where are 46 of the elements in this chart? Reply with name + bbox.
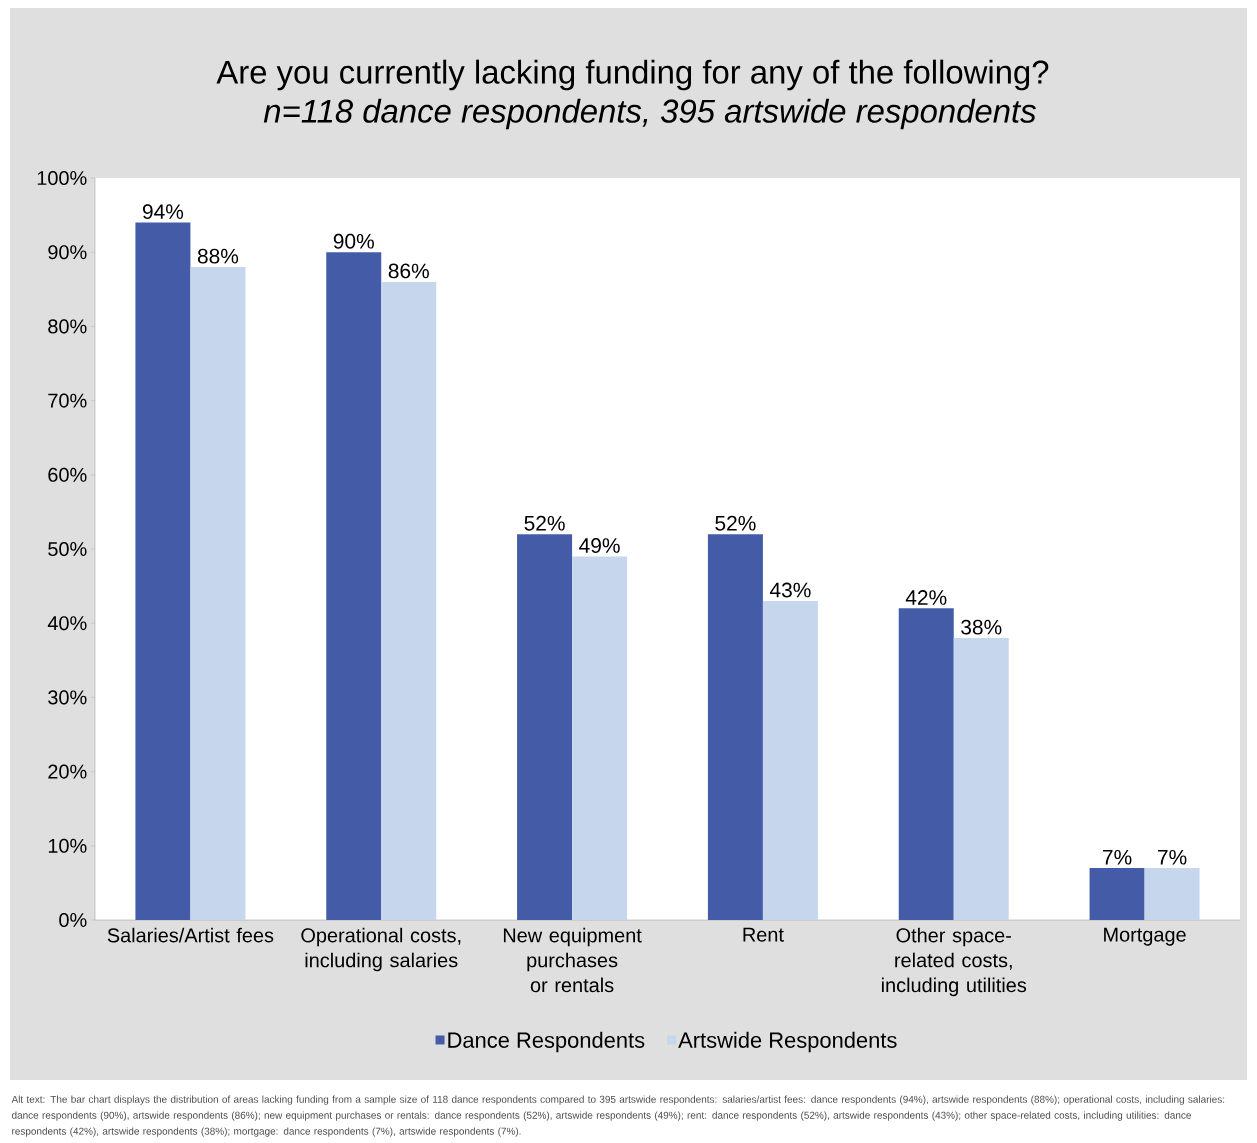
data-label: 86% [388, 263, 429, 279]
bar [572, 556, 628, 921]
bar [135, 222, 191, 921]
legend-label: Dance Respondents [448, 1031, 645, 1053]
data-label: 52% [524, 515, 565, 531]
x-tick-label: Salaries/Artist fees [107, 927, 274, 943]
data-label: 42% [905, 590, 947, 605]
y-tick-label: 90% [48, 245, 87, 260]
y-tick-label: 100% [37, 170, 87, 186]
text: Alt text: The bar chart displays the distribution of areas lacking funding from a sample size of 118 dance respondents compared to 395 artswide respondents: salaries/artist fees: dance respondents (94%), artswide respondents (88%); operational costs, including salaries: dance respondents (90%), artswide respondents (86%); new equipment purchases or rentals: dance respondents (52%), artswide respondents (49%); rent: dance respondents (52%), artswide respondents (43%); other space-related costs, including utilities: dance respondents (42%), artswide respondents (38%); mortgage: dance respondents (7%), artswide respondents (7%). [11, 1095, 1225, 1137]
data-label: 38% [961, 619, 1002, 635]
bar [762, 600, 818, 921]
data-label: 52% [715, 515, 756, 531]
y-tick-label: 20% [48, 764, 87, 779]
chart-title: Are you currently lacking funding for any of the following? [216, 59, 1049, 91]
x-tick-label: Operational costs, including salaries [301, 927, 461, 972]
chart-subtitle: n=118 dance respondents, 395 artswide respondents [263, 98, 1036, 130]
y-tick-label: 30% [48, 690, 87, 705]
data-label: 7% [1158, 849, 1187, 865]
y-tick-label: 0% [59, 912, 87, 928]
x-tick-label: Other space-related costs, including utilities [881, 927, 1027, 997]
data-label: 49% [579, 538, 620, 553]
y-tick-label: 70% [48, 393, 87, 408]
y-tick-label: 80% [48, 319, 87, 334]
data-label: 88% [197, 248, 239, 264]
data-label: 43% [769, 582, 811, 598]
bar [381, 281, 437, 921]
x-tick-label: New equipment purchases or rentals [503, 927, 642, 993]
data-label: 90% [333, 233, 374, 249]
bar [517, 534, 573, 921]
x-tick-label: Rent [743, 927, 784, 942]
y-tick-label: 60% [48, 467, 87, 482]
bar [707, 534, 763, 921]
bar [1144, 868, 1200, 921]
y-tick-label: 10% [48, 838, 87, 853]
y-tick-label: 40% [47, 616, 87, 631]
bar [190, 267, 246, 921]
bar [326, 252, 382, 921]
y-tick-label: 50% [48, 541, 87, 557]
bar [898, 608, 954, 921]
data-label: 94% [142, 204, 184, 220]
legend-label: Artswide Respondents [678, 1031, 897, 1053]
x-tick-label: Mortgage [1104, 927, 1186, 946]
bar [953, 638, 1009, 921]
bar [1089, 868, 1145, 921]
data-label: 7% [1103, 849, 1132, 865]
